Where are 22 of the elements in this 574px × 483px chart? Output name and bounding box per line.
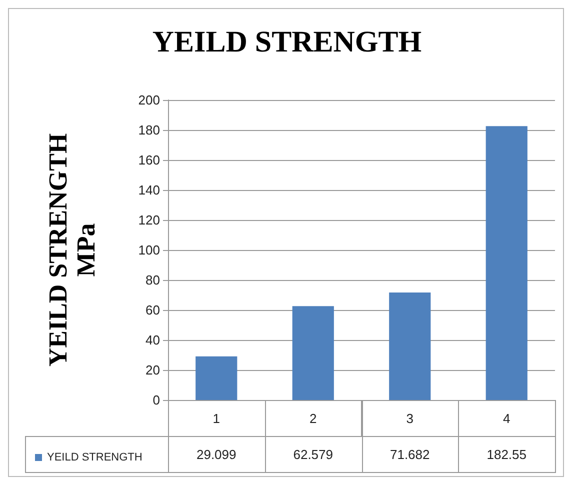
x-tick-label: 2 — [310, 411, 317, 426]
y-tick-label: 100 — [138, 242, 160, 258]
x-tick-label: 3 — [406, 411, 414, 426]
data-label: 71.682 — [388, 447, 431, 462]
x-tick-label: 4 — [503, 411, 510, 426]
y-tick-label: 40 — [146, 332, 160, 348]
y-tick-label: 20 — [146, 362, 160, 378]
chart-title: YEILD STRENGTH — [152, 26, 422, 58]
y-tick-label: 120 — [138, 212, 160, 228]
y-axis-title: YEILD STRENGTH MPa — [44, 133, 100, 367]
data-label: 182.55 — [486, 447, 528, 462]
legend-label: YEILD STRENGTH — [47, 452, 142, 464]
data-label: 62.579 — [292, 447, 334, 462]
y-tick-label: 80 — [146, 272, 160, 288]
y-tick-label: 60 — [146, 302, 160, 318]
y-tick-label: 180 — [138, 122, 160, 138]
data-label: 29.099 — [195, 447, 238, 462]
y-tick-label: 200 — [138, 92, 160, 108]
y-tick-label: 0 — [152, 392, 160, 408]
x-tick-label: 1 — [212, 411, 220, 426]
y-tick-label: 140 — [138, 182, 160, 198]
y-tick-label: 160 — [138, 152, 160, 168]
